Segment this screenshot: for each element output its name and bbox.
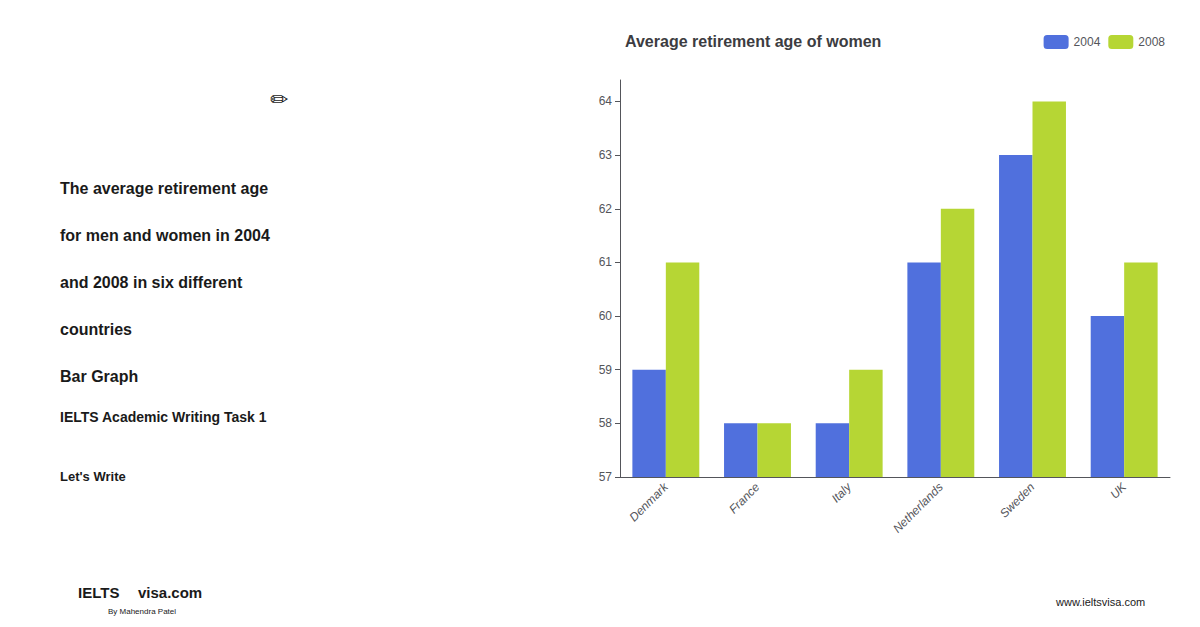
svg-text:countries: countries (60, 321, 132, 338)
svg-text:62: 62 (599, 202, 613, 216)
svg-text:Average retirement age of wome: Average retirement age of women (625, 33, 881, 50)
svg-text:for men and women in 2004: for men and women in 2004 (60, 227, 270, 244)
svg-text:www.ieltsvisa.com: www.ieltsvisa.com (1055, 596, 1145, 608)
svg-text:Italy: Italy (829, 479, 855, 505)
svg-text:63: 63 (599, 148, 613, 162)
svg-text:61: 61 (599, 255, 613, 269)
svg-text:2008: 2008 (1138, 35, 1165, 49)
svg-text:France: France (726, 480, 763, 517)
svg-text:60: 60 (599, 309, 613, 323)
svg-text:64: 64 (599, 94, 613, 108)
svg-text:By Mahendra Patel: By Mahendra Patel (108, 607, 176, 616)
svg-text:visa.com: visa.com (138, 584, 202, 601)
svg-text:✏: ✏ (270, 87, 289, 112)
svg-text:and 2008 in six different: and 2008 in six different (60, 274, 243, 291)
svg-text:IELTS Academic Writing Task 1: IELTS Academic Writing Task 1 (60, 409, 267, 425)
svg-text:IELTS: IELTS (78, 584, 119, 601)
svg-text:The average retirement age: The average retirement age (60, 180, 268, 197)
svg-text:Let's Write: Let's Write (60, 469, 126, 484)
svg-text:58: 58 (599, 416, 613, 430)
svg-text:2004: 2004 (1074, 35, 1101, 49)
svg-text:UK: UK (1107, 479, 1129, 501)
svg-text:Netherlands: Netherlands (890, 480, 946, 536)
svg-text:59: 59 (599, 363, 613, 377)
svg-text:Denmark: Denmark (627, 479, 672, 524)
svg-text:Bar Graph: Bar Graph (60, 368, 138, 385)
svg-text:Sweden: Sweden (997, 480, 1038, 521)
svg-text:57: 57 (599, 470, 613, 484)
